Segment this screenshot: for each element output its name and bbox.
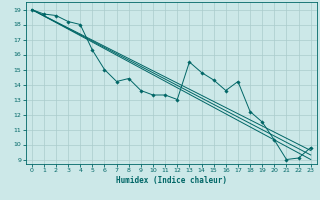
X-axis label: Humidex (Indice chaleur): Humidex (Indice chaleur): [116, 176, 227, 185]
